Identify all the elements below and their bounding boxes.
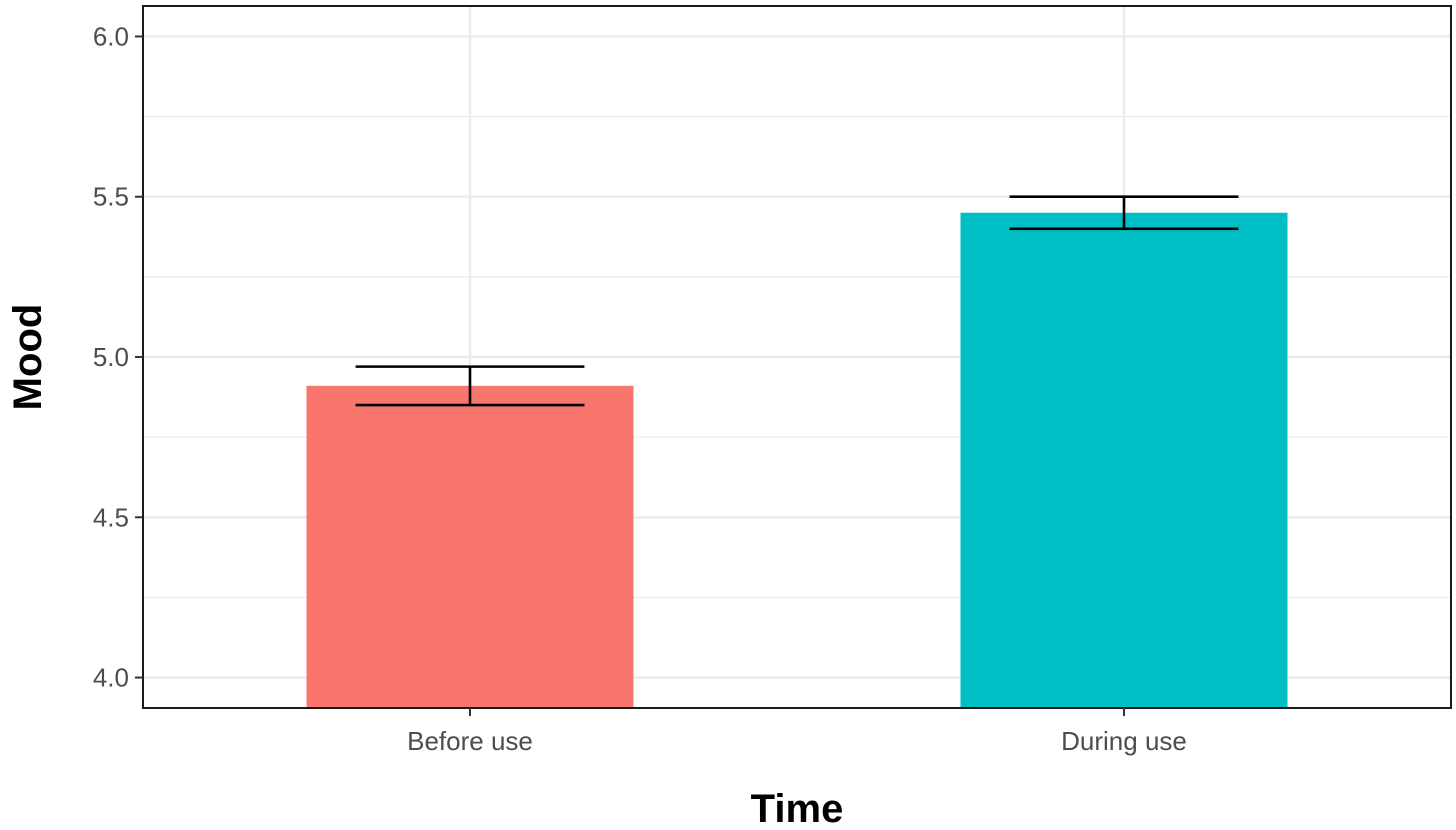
error-bar xyxy=(1009,195,1239,231)
y-tick-label: 4.0 xyxy=(93,663,129,693)
error-bar xyxy=(355,365,585,407)
y-tick-label: 6.0 xyxy=(93,21,129,51)
y-tick-label: 5.5 xyxy=(93,182,129,212)
x-axis-title: Time xyxy=(751,787,844,830)
y-tick-label: 4.5 xyxy=(93,502,129,532)
error-bars xyxy=(355,195,1239,407)
axes: 4.0 4.5 5.0 5.5 6.0 Before use During use xyxy=(93,21,1187,756)
y-axis-title: Mood xyxy=(6,304,50,411)
x-tick-label: Before use xyxy=(407,726,533,756)
bars xyxy=(306,212,1288,708)
bar-during-use xyxy=(960,212,1288,708)
bar-before-use xyxy=(306,385,634,708)
x-tick-label: During use xyxy=(1061,726,1187,756)
y-tick-label: 5.0 xyxy=(93,342,129,372)
